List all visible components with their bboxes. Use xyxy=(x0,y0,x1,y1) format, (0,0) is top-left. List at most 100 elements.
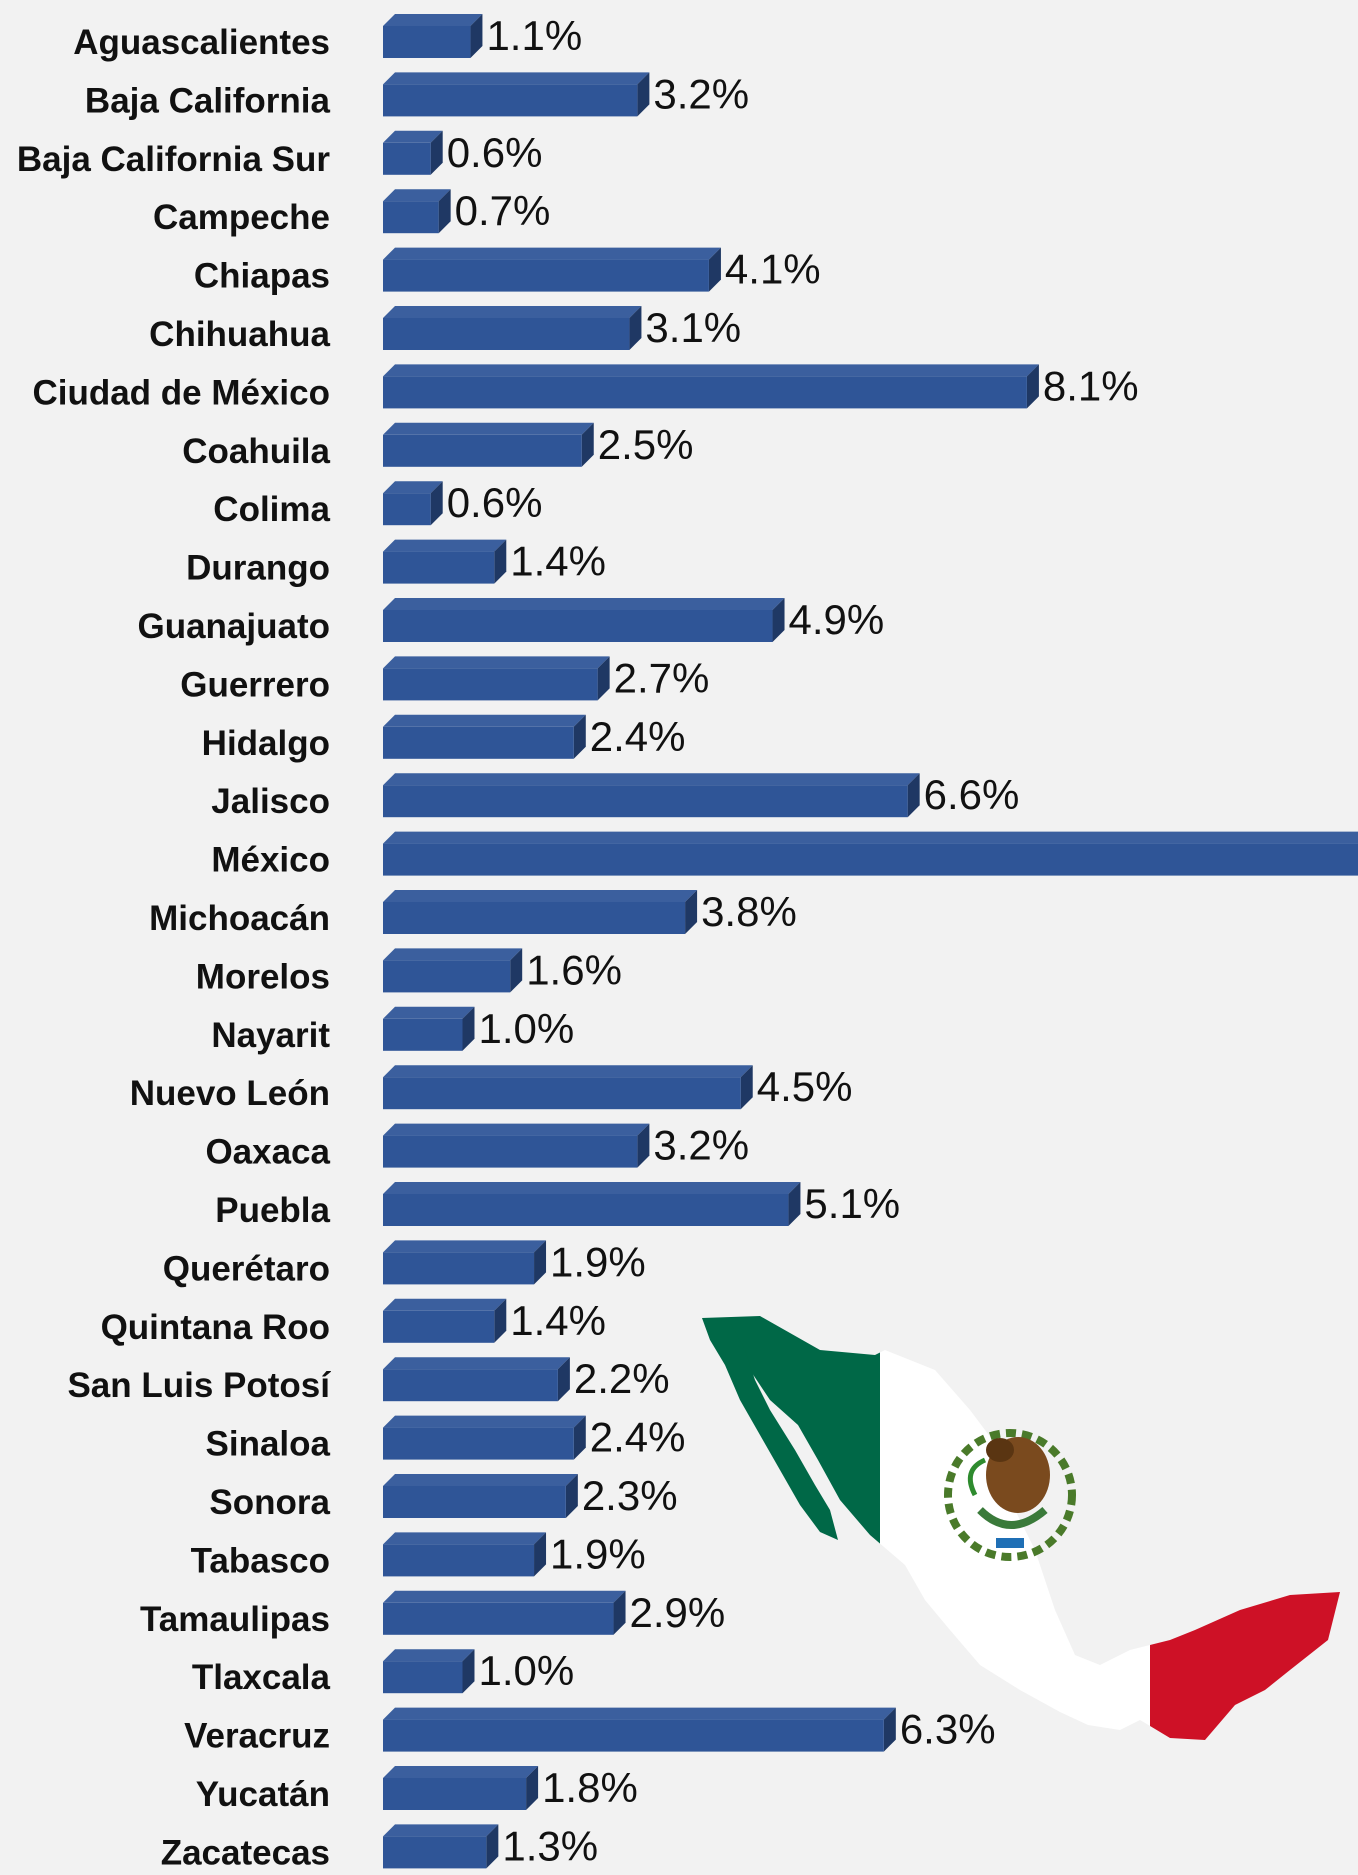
data-label: 2.3% xyxy=(582,1472,678,1519)
bar-side-face xyxy=(883,1707,896,1752)
data-label: 3.2% xyxy=(653,1122,749,1169)
bar-side-face xyxy=(573,714,586,759)
bar-top-face xyxy=(383,890,698,902)
bar xyxy=(383,1194,789,1226)
category-label: Coahuila xyxy=(182,432,330,471)
bar xyxy=(383,259,709,292)
category-label: Baja California Sur xyxy=(17,140,331,179)
bar-side-face xyxy=(788,1182,801,1226)
data-label: 2.4% xyxy=(590,713,686,760)
bar-top-face xyxy=(383,1766,539,1778)
bar xyxy=(383,785,908,818)
bar xyxy=(383,1836,487,1869)
bar-side-face xyxy=(494,1298,507,1343)
bar-side-face xyxy=(708,247,721,292)
category-label: México xyxy=(211,841,330,880)
bar-side-face xyxy=(772,598,785,642)
data-label: 1.0% xyxy=(478,1647,574,1694)
category-label: Tabasco xyxy=(191,1541,330,1580)
bar-side-face xyxy=(1026,364,1039,409)
bar-top-face xyxy=(383,422,594,435)
bar xyxy=(383,84,638,117)
category-label: Guerrero xyxy=(180,665,330,704)
category-label: Nayarit xyxy=(211,1016,330,1055)
bar-top-face xyxy=(383,306,642,318)
bar-top-face xyxy=(383,1182,801,1194)
bar xyxy=(383,26,471,58)
bar-side-face xyxy=(494,539,507,584)
bar-top-face xyxy=(383,1240,547,1253)
category-label: Sonora xyxy=(209,1483,330,1522)
data-label: 1.0% xyxy=(478,1005,574,1052)
bar-top-face xyxy=(383,948,523,961)
coat-of-arms-icon xyxy=(944,1429,1076,1561)
data-label: 1.1% xyxy=(486,12,582,59)
category-label: Hidalgo xyxy=(202,724,330,763)
data-label: 1.4% xyxy=(510,538,606,585)
bar-top-face xyxy=(383,1357,570,1370)
bar-side-face xyxy=(740,1065,753,1110)
bar-top-face xyxy=(383,1590,626,1603)
bar xyxy=(383,610,773,642)
bar xyxy=(383,843,1358,876)
data-label: 0.7% xyxy=(455,187,551,234)
bar-side-face xyxy=(637,1123,650,1168)
bar-top-face xyxy=(383,1065,753,1078)
data-label: 6.3% xyxy=(900,1706,996,1753)
data-label: 2.7% xyxy=(614,654,710,701)
bar xyxy=(383,1719,884,1752)
bar-top-face xyxy=(383,1006,475,1019)
bar xyxy=(383,1252,535,1285)
baja-peninsula-shape xyxy=(702,1318,838,1540)
bar-side-face xyxy=(685,890,698,934)
bar-side-face xyxy=(581,422,594,467)
category-label: Oaxaca xyxy=(205,1133,330,1172)
bar xyxy=(383,1778,527,1810)
bar-top-face xyxy=(383,247,721,260)
bar-side-face xyxy=(534,1240,547,1285)
bar xyxy=(383,902,686,934)
bar-side-face xyxy=(526,1766,539,1810)
bar-top-face xyxy=(383,1649,475,1662)
data-label: 2.2% xyxy=(574,1355,670,1402)
category-label: Tamaulipas xyxy=(140,1600,330,1639)
bar-top-face xyxy=(383,364,1039,377)
bar-top-face xyxy=(383,14,483,26)
bar-side-face xyxy=(557,1357,570,1402)
category-label: Campeche xyxy=(153,198,330,237)
bar xyxy=(383,551,495,584)
category-label: Morelos xyxy=(196,957,330,996)
bar-top-face xyxy=(383,1415,586,1428)
bar xyxy=(383,726,574,759)
bar xyxy=(383,668,598,701)
data-label: 1.9% xyxy=(550,1530,646,1577)
bar-top-face xyxy=(383,1532,547,1545)
category-label: Michoacán xyxy=(149,899,330,938)
category-label: Durango xyxy=(186,549,330,588)
bar xyxy=(383,142,431,175)
data-label: 1.4% xyxy=(510,1297,606,1344)
bar-top-face xyxy=(383,1824,499,1837)
category-label: Veracruz xyxy=(184,1717,330,1756)
data-label: 1.8% xyxy=(542,1764,638,1811)
category-label: Yucatán xyxy=(196,1775,330,1814)
bar-top-face xyxy=(383,1474,578,1486)
bar-top-face xyxy=(383,1707,896,1720)
bar xyxy=(383,318,630,350)
bar-side-face xyxy=(438,189,451,234)
category-label: Guanajuato xyxy=(137,607,330,646)
data-label: 5.1% xyxy=(804,1180,900,1227)
bar-side-face xyxy=(462,1649,475,1694)
category-label: San Luis Potosí xyxy=(67,1366,331,1405)
category-label: Puebla xyxy=(215,1191,330,1230)
data-label: 4.9% xyxy=(789,596,885,643)
bar xyxy=(383,960,511,993)
bar-top-face xyxy=(383,72,650,85)
bar-top-face xyxy=(383,539,507,552)
data-label: 4.1% xyxy=(725,246,821,293)
category-label: Aguascalientes xyxy=(73,23,330,62)
bar-top-face xyxy=(383,130,443,143)
bar xyxy=(383,376,1027,409)
